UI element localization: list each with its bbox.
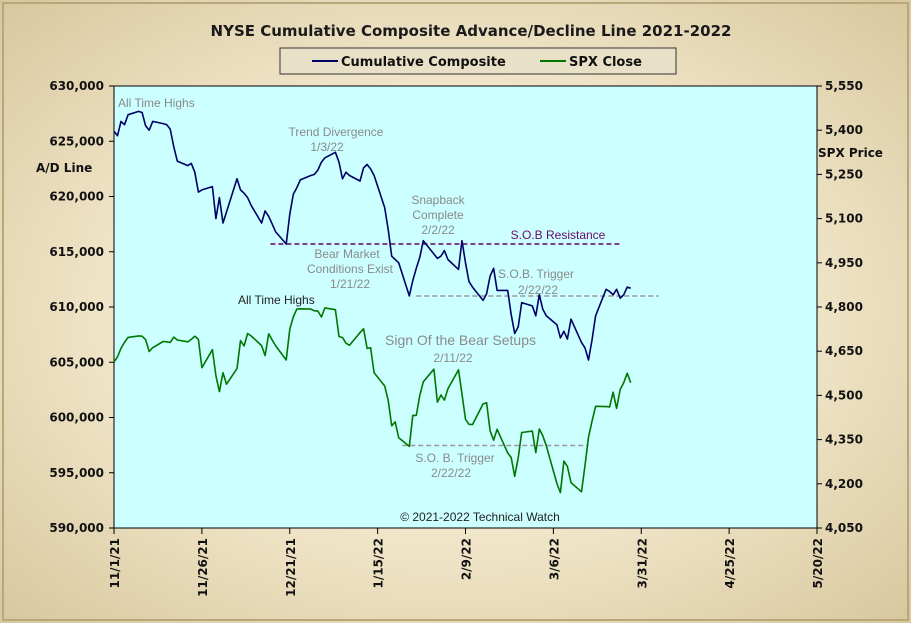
right-axis-ticks: 4,050 4,200 4,350 4,500 4,650 4,800 4,950 5,100…	[817, 79, 863, 535]
annotations: All Time Highs Trend Divergence 1/3/22 B…	[118, 96, 606, 524]
right-tick-label: 4,500	[825, 388, 863, 402]
right-axis-label: SPX Price	[818, 146, 883, 160]
annotation-snapback-date: 2/2/22	[421, 223, 455, 237]
series-layer	[113, 110, 632, 494]
left-tick-label: 595,000	[49, 466, 104, 480]
legend-label-composite: Cumulative Composite	[341, 55, 506, 70]
right-tick-label: 4,050	[825, 521, 863, 535]
annotation-trend-divergence: Trend Divergence	[289, 125, 384, 139]
left-tick-label: 620,000	[49, 190, 104, 204]
x-tick-label: 11/26/21	[196, 538, 210, 597]
annotation-composite-sob-trigger-date: 2/22/22	[518, 283, 558, 297]
right-tick-label: 5,400	[825, 123, 863, 137]
left-tick-label: 610,000	[49, 300, 104, 314]
reference-lines	[270, 243, 659, 447]
plot-area	[113, 85, 818, 529]
annotation-composite-sob-trigger: S.O.B. Trigger	[498, 267, 574, 281]
series-line-spx-close	[113, 307, 632, 494]
series-line-cumulative-composite	[113, 110, 631, 361]
annotation-sign-of-bear-date: 2/11/22	[433, 351, 472, 365]
right-tick-label: 4,950	[825, 256, 863, 270]
right-tick-label: 5,250	[825, 167, 863, 181]
annotation-sob-resistance: S.O.B Resistance	[511, 228, 606, 242]
annotation-spx-sob-trigger: S.O. B. Trigger	[415, 451, 494, 465]
right-tick-label: 4,650	[825, 344, 863, 358]
legend-box	[279, 47, 677, 75]
x-axis-ticks: 11/1/21 11/26/21 12/21/21 1/15/22 2/9/22 3/6/…	[108, 528, 825, 597]
x-tick-label: 11/1/21	[108, 538, 122, 589]
annotation-trend-divergence-date: 1/3/22	[310, 140, 344, 154]
annotation-spx-sob-trigger-date: 2/22/22	[431, 466, 471, 480]
left-tick-label: 615,000	[49, 245, 104, 259]
copyright-notice: © 2021-2022 Technical Watch	[400, 510, 560, 524]
left-tick-label: 590,000	[49, 521, 104, 535]
chart-title: NYSE Cumulative Composite Advance/Declin…	[211, 22, 732, 40]
annotation-bear-market-date: 1/21/22	[330, 277, 370, 291]
x-tick-label: 3/6/22	[547, 538, 561, 580]
right-tick-label: 4,350	[825, 433, 863, 447]
annotation-ath-spx: All Time Highs	[238, 293, 315, 307]
x-tick-label: 12/21/21	[284, 538, 298, 597]
right-tick-label: 5,550	[825, 79, 863, 93]
left-axis-ticks: 590,000 595,000 600,000 605,000 610,000 615,0…	[49, 79, 114, 535]
left-axis-label: A/D Line	[36, 161, 92, 175]
left-tick-label: 630,000	[49, 79, 104, 93]
annotation-ath-composite: All Time Highs	[118, 96, 195, 110]
right-tick-label: 4,200	[825, 477, 863, 491]
left-tick-label: 605,000	[49, 355, 104, 369]
left-tick-label: 625,000	[49, 134, 104, 148]
x-tick-label: 1/15/22	[372, 538, 386, 589]
x-tick-label: 4/25/22	[723, 538, 737, 589]
annotation-bear-market: Bear Market	[314, 247, 380, 261]
right-tick-label: 5,100	[825, 212, 863, 226]
annotation-complete: Complete	[412, 208, 464, 222]
annotation-conditions-exist: Conditions Exist	[307, 262, 394, 276]
annotation-snapback: Snapback	[411, 193, 465, 207]
right-tick-label: 4,800	[825, 300, 863, 314]
x-tick-label: 3/31/22	[635, 538, 649, 589]
legend-label-spx: SPX Close	[569, 55, 642, 70]
annotation-sign-of-bear: Sign Of the Bear Setups	[385, 332, 536, 348]
x-tick-label: 5/20/22	[811, 538, 825, 589]
left-tick-label: 600,000	[49, 411, 104, 425]
legend: Cumulative Composite SPX Close	[279, 47, 677, 75]
x-tick-label: 2/9/22	[460, 538, 474, 580]
